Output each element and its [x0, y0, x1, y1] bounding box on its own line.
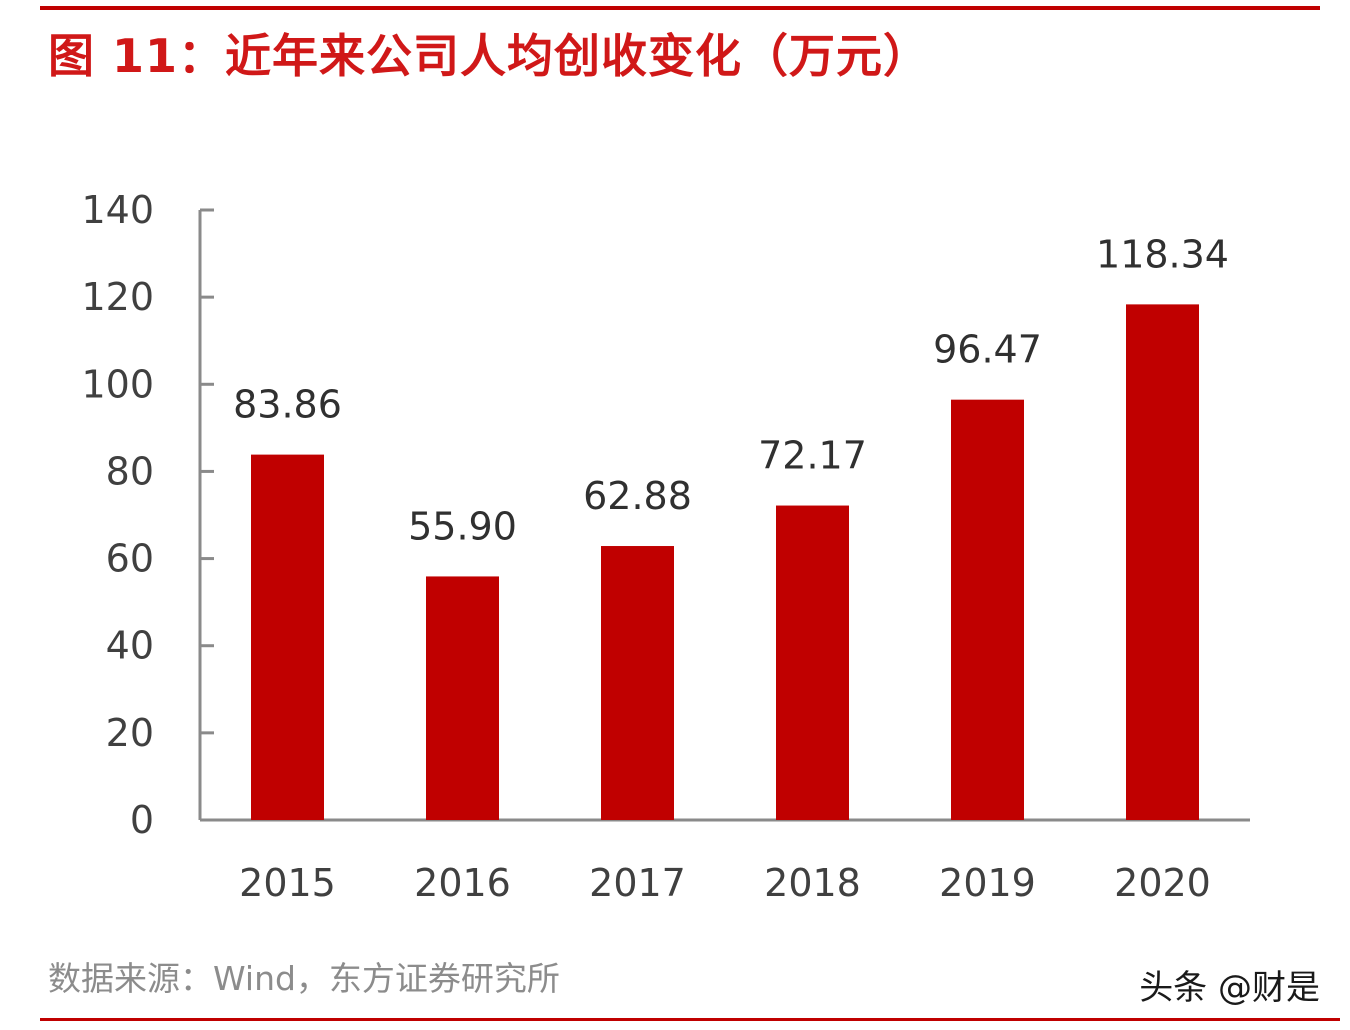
data-label: 62.88 [583, 474, 692, 518]
data-label: 55.90 [408, 504, 517, 548]
x-tick-label: 2018 [764, 861, 861, 905]
x-tick-label: 2017 [589, 861, 686, 905]
bottom-rule [40, 1018, 1340, 1021]
watermark: 头条 @财是 [1139, 968, 1320, 1008]
data-label: 72.17 [758, 434, 867, 478]
y-tick-label: 60 [106, 537, 154, 581]
data-label: 118.34 [1096, 232, 1229, 276]
data-label: 83.86 [233, 383, 342, 427]
x-tick-label: 2015 [239, 861, 336, 905]
y-tick-label: 40 [106, 624, 154, 668]
y-tick-label: 20 [106, 711, 154, 755]
y-tick-label: 100 [81, 362, 154, 406]
bar [426, 576, 499, 820]
y-tick-label: 120 [81, 275, 154, 319]
bar [776, 505, 849, 820]
data-label: 96.47 [933, 328, 1042, 372]
x-tick-label: 2020 [1114, 861, 1211, 905]
bar [1126, 304, 1199, 820]
x-tick-label: 2016 [414, 861, 511, 905]
y-tick-label: 80 [106, 449, 154, 493]
bar [951, 399, 1024, 820]
y-tick-label: 0 [130, 798, 154, 842]
top-rule [40, 6, 1320, 10]
x-tick-label: 2019 [939, 861, 1036, 905]
y-tick-label: 140 [81, 188, 154, 232]
figure-title: 图 11：近年来公司人均创收变化（万元） [48, 29, 931, 83]
bar [601, 546, 674, 820]
bar [251, 454, 324, 820]
source-note: 数据来源：Wind，东方证券研究所 [48, 959, 560, 998]
